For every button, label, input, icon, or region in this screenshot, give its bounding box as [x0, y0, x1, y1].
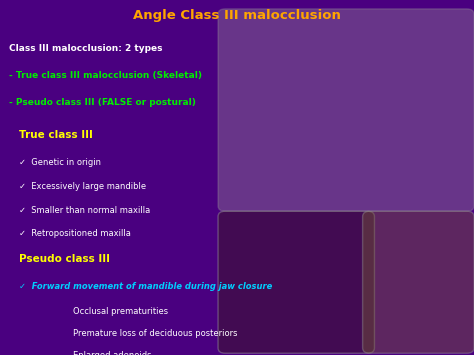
Text: Pseudo class III: Pseudo class III — [19, 254, 110, 264]
FancyBboxPatch shape — [218, 211, 374, 353]
FancyBboxPatch shape — [218, 9, 474, 211]
Text: - Pseudo class III (FALSE or postural): - Pseudo class III (FALSE or postural) — [9, 98, 196, 106]
Text: Enlarged adenoids: Enlarged adenoids — [73, 351, 152, 355]
Text: - True class III malocclusion (Skeletal): - True class III malocclusion (Skeletal) — [9, 71, 202, 80]
Text: ✓  Retropositioned maxilla: ✓ Retropositioned maxilla — [19, 229, 131, 238]
Text: ✓  Forward movement of mandible during jaw closure: ✓ Forward movement of mandible during ja… — [19, 282, 272, 291]
Text: True class III: True class III — [19, 130, 93, 140]
Text: Premature loss of deciduous posteriors: Premature loss of deciduous posteriors — [73, 329, 238, 338]
Text: ✓  Smaller than normal maxilla: ✓ Smaller than normal maxilla — [19, 206, 150, 214]
FancyBboxPatch shape — [363, 211, 474, 353]
Text: ✓  Excessively large mandible: ✓ Excessively large mandible — [19, 182, 146, 191]
Text: Angle Class III malocclusion: Angle Class III malocclusion — [133, 9, 341, 22]
Text: Class III malocclusion: 2 types: Class III malocclusion: 2 types — [9, 44, 163, 53]
Text: Occlusal prematurities: Occlusal prematurities — [73, 307, 169, 316]
Text: ✓  Genetic in origin: ✓ Genetic in origin — [19, 158, 101, 167]
